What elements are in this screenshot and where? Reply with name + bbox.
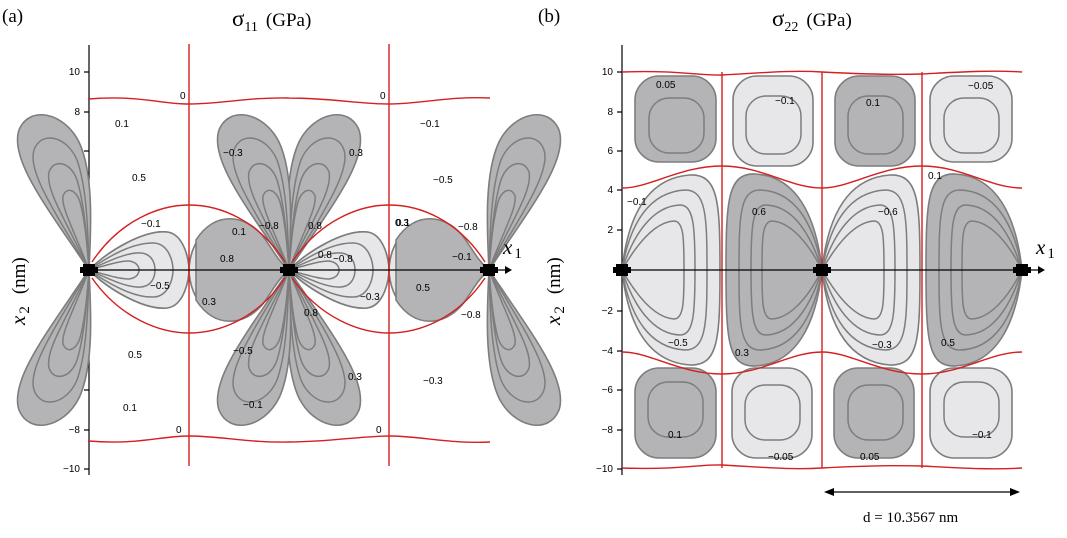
panel-a-zero-lines [87,44,491,466]
svg-text:0.8: 0.8 [318,250,332,261]
svg-text:0.1: 0.1 [866,98,880,109]
svg-text:0.3: 0.3 [349,148,363,159]
svg-text:−0.1: −0.1 [972,430,992,441]
svg-text:6: 6 [607,146,613,157]
panel-b-y-ticks: 10 8 6 4 2 −2 −4 −6 −8 −10 [596,67,622,475]
svg-text:0.1: 0.1 [668,430,682,441]
svg-text:−0.8: −0.8 [458,222,478,233]
svg-text:0.5: 0.5 [132,173,146,184]
panel-b-contour-labels: 0.05 −0.1 0.1 −0.05 0.1 −0.1 0.6 −0.6 −0… [627,80,994,463]
svg-text:−8: −8 [69,425,81,436]
svg-text:10: 10 [602,67,614,78]
svg-text:0.8: 0.8 [220,254,234,265]
svg-text:−10: −10 [63,464,80,475]
svg-text:−0.3: −0.3 [872,340,892,351]
svg-text:8: 8 [74,107,80,118]
panel-a-y-axis-label: x2(nm) [6,257,33,326]
svg-text:−0.8: −0.8 [333,254,353,265]
panel-a-x-arrow [505,266,512,274]
period-label: d = 10.3567 nm [863,510,958,526]
svg-text:−0.5: −0.5 [150,281,170,292]
panel-b-x-arrow [1038,266,1045,274]
svg-text:−0.1: −0.1 [141,219,161,230]
svg-text:−4: −4 [602,346,614,357]
svg-text:−0.8: −0.8 [461,310,481,321]
panel-a-title: σ11 (GPa) [232,6,311,35]
svg-text:−0.5: −0.5 [233,346,253,357]
svg-text:0.6: 0.6 [752,207,766,218]
svg-text:0.3: 0.3 [348,372,362,383]
svg-text:0: 0 [176,425,182,436]
svg-text:4: 4 [607,185,613,196]
svg-text:0.1: 0.1 [115,119,129,130]
panel-a-dislocation-markers [80,264,498,276]
panel-a-title-symbol: σ [232,6,245,31]
svg-text:2: 2 [607,225,613,236]
svg-text:0.1: 0.1 [232,227,246,238]
svg-text:0.3: 0.3 [202,297,216,308]
svg-text:−0.1: −0.1 [243,400,263,411]
svg-text:−0.5: −0.5 [668,338,688,349]
svg-text:0.1: 0.1 [928,171,942,182]
panel-a: (a) σ11(GPa) 10 8 6 4 2 −2 −4 −6 −8 −10 [2,6,562,475]
svg-text:0.8: 0.8 [308,221,322,232]
svg-text:−0.6: −0.6 [878,207,898,218]
panel-b-zero-lines [621,70,1023,470]
svg-text:−0.3: −0.3 [360,292,380,303]
svg-text:−0.1: −0.1 [452,252,472,263]
svg-text:10: 10 [69,67,81,78]
svg-text:0.3: 0.3 [395,218,409,229]
svg-text:0.05: 0.05 [860,452,880,463]
svg-text:−0.3: −0.3 [423,376,443,387]
svg-text:−0.1: −0.1 [627,197,647,208]
svg-text:−0.05: −0.05 [968,81,994,92]
panel-b-title-symbol: σ [772,6,785,31]
svg-text:0.8: 0.8 [304,308,318,319]
panel-b-title: σ22 (GPa) [772,6,852,35]
svg-text:−0.05: −0.05 [768,452,794,463]
svg-text:0: 0 [380,91,386,102]
svg-text:−0.1: −0.1 [775,96,795,107]
panel-a-title-sub: 11 [244,20,257,35]
svg-text:0.5: 0.5 [941,338,955,349]
svg-text:0.5: 0.5 [128,350,142,361]
svg-text:0: 0 [376,425,382,436]
svg-text:0.3: 0.3 [735,348,749,359]
svg-text:−0.3: −0.3 [223,148,243,159]
svg-text:−8: −8 [602,425,614,436]
panel-b-title-sub: 22 [784,20,798,35]
svg-text:0.1: 0.1 [396,218,410,229]
svg-text:−6: −6 [602,385,614,396]
svg-text:0.5: 0.5 [416,283,430,294]
svg-text:0: 0 [180,91,186,102]
period-arrow [824,488,1020,496]
svg-text:0.05: 0.05 [656,80,676,91]
panel-b-dislocation-markers [613,264,1031,276]
panel-b-letter: (b) [538,6,560,27]
svg-text:−10: −10 [596,464,613,475]
svg-text:8: 8 [607,107,613,118]
svg-text:−2: −2 [602,306,614,317]
panel-a-contour-labels: 0 0 0.1 0.5 −0.1 −0.5 0.8 0.8 −0.8 0.3 −… [115,91,481,436]
svg-text:0.1: 0.1 [123,403,137,414]
panel-b-title-unit: (GPa) [806,10,851,31]
svg-text:−0.5: −0.5 [433,175,453,186]
panel-a-letter: (a) [2,6,23,27]
panel-a-title-unit: (GPa) [266,10,311,31]
panel-b-y-axis-label: x2(nm) [541,257,568,326]
svg-text:−0.1: −0.1 [420,119,440,130]
svg-text:−0.8: −0.8 [259,221,279,232]
panel-b: (b) σ22 (GPa) 10 8 6 4 2 −2 −4 −6 −8 −10 [538,6,1055,526]
